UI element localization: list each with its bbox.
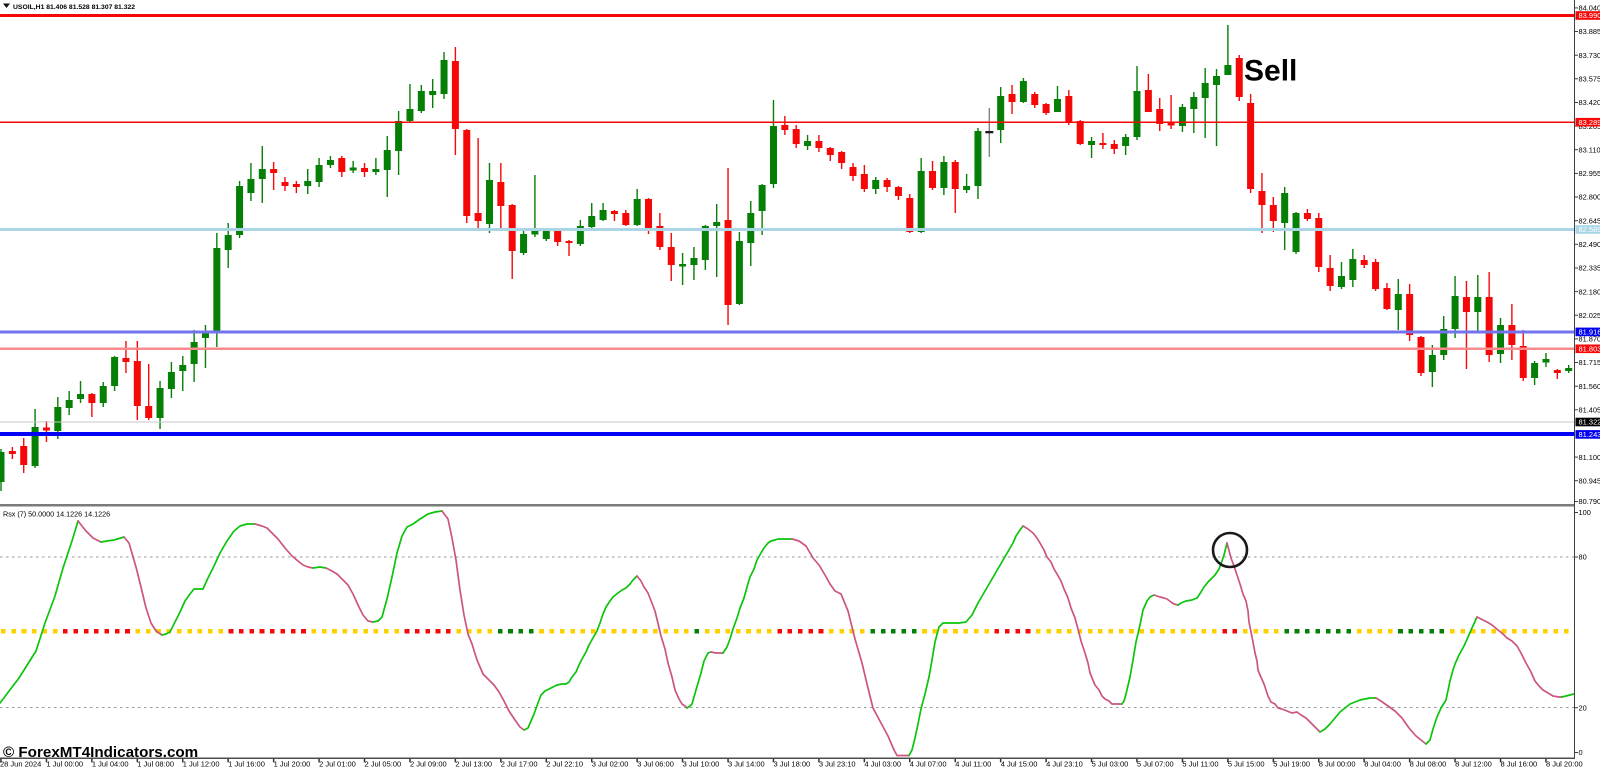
svg-text:4 Jul 11:00: 4 Jul 11:00 [955,760,991,769]
svg-text:83.575: 83.575 [1579,75,1600,84]
svg-text:83.110: 83.110 [1579,145,1600,154]
svg-text:83.420: 83.420 [1579,98,1600,107]
svg-text:2 Jul 17:00: 2 Jul 17:00 [501,760,538,769]
svg-text:Rsx (7) 50.0000 14.1226 14.122: Rsx (7) 50.0000 14.1226 14.1226 [3,510,110,519]
svg-text:4 Jul 07:00: 4 Jul 07:00 [910,760,947,769]
svg-text:5 Jul 03:00: 5 Jul 03:00 [1092,760,1129,769]
svg-text:82.490: 82.490 [1579,240,1600,249]
svg-text:Sell: Sell [1244,55,1297,88]
svg-text:5 Jul 11:00: 5 Jul 11:00 [1182,760,1218,769]
svg-text:2 Jul 09:00: 2 Jul 09:00 [410,760,447,769]
svg-text:82.180: 82.180 [1579,287,1600,296]
svg-text:100: 100 [1579,508,1591,517]
svg-text:4 Jul 23:10: 4 Jul 23:10 [1046,760,1083,769]
svg-text:81.916: 81.916 [1579,328,1600,337]
svg-text:© ForexMT4Indicators.com: © ForexMT4Indicators.com [3,744,198,761]
svg-text:8 Jul 08:00: 8 Jul 08:00 [1410,760,1447,769]
svg-text:4 Jul 03:00: 4 Jul 03:00 [864,760,901,769]
svg-text:20: 20 [1579,703,1587,712]
svg-text:3 Jul 06:00: 3 Jul 06:00 [637,760,674,769]
svg-text:80.945: 80.945 [1579,476,1600,485]
svg-text:2 Jul 01:00: 2 Jul 01:00 [319,760,356,769]
svg-text:3 Jul 18:00: 3 Jul 18:00 [774,760,811,769]
svg-text:81.100: 81.100 [1579,453,1600,462]
svg-text:0: 0 [1579,748,1583,757]
svg-text:82.589: 82.589 [1579,225,1600,234]
svg-text:82.955: 82.955 [1579,169,1600,178]
svg-text:81.803: 81.803 [1579,345,1600,354]
svg-text:8 Jul 20:00: 8 Jul 20:00 [1546,760,1583,769]
svg-text:80.790: 80.790 [1579,497,1600,506]
svg-text:USOIL,H1 81.406 81.528 81.307: USOIL,H1 81.406 81.528 81.307 81.322 [13,4,135,11]
svg-text:83.885: 83.885 [1579,27,1600,36]
svg-text:3 Jul 02:00: 3 Jul 02:00 [592,760,629,769]
svg-text:82.335: 82.335 [1579,264,1600,273]
svg-text:80: 80 [1579,553,1587,562]
svg-text:5 Jul 15:00: 5 Jul 15:00 [1228,760,1265,769]
svg-text:83.289: 83.289 [1579,118,1600,127]
svg-text:5 Jul 07:00: 5 Jul 07:00 [1137,760,1174,769]
svg-text:3 Jul 23:10: 3 Jul 23:10 [819,760,856,769]
svg-text:8 Jul 00:00: 8 Jul 00:00 [1319,760,1356,769]
svg-text:8 Jul 12:00: 8 Jul 12:00 [1455,760,1492,769]
svg-text:8 Jul 04:00: 8 Jul 04:00 [1364,760,1401,769]
svg-text:2 Jul 22:10: 2 Jul 22:10 [546,760,583,769]
svg-text:81.243: 81.243 [1579,430,1600,439]
svg-text:83.990: 83.990 [1579,11,1600,20]
svg-text:82.025: 82.025 [1579,311,1600,320]
svg-text:82.645: 82.645 [1579,216,1600,225]
svg-text:2 Jul 05:00: 2 Jul 05:00 [365,760,402,769]
svg-text:81.322: 81.322 [1579,418,1600,427]
svg-text:3 Jul 14:00: 3 Jul 14:00 [728,760,765,769]
svg-text:82.800: 82.800 [1579,193,1600,202]
svg-text:4 Jul 15:00: 4 Jul 15:00 [1001,760,1038,769]
svg-text:5 Jul 19:00: 5 Jul 19:00 [1273,760,1310,769]
svg-text:1 Jul 16:00: 1 Jul 16:00 [228,760,265,769]
svg-text:8 Jul 16:00: 8 Jul 16:00 [1501,760,1538,769]
svg-text:2 Jul 13:00: 2 Jul 13:00 [455,760,492,769]
svg-text:81.715: 81.715 [1579,358,1600,367]
svg-text:83.730: 83.730 [1579,51,1600,60]
svg-text:81.560: 81.560 [1579,382,1600,391]
svg-text:81.405: 81.405 [1579,406,1600,415]
svg-text:1 Jul 20:00: 1 Jul 20:00 [274,760,311,769]
svg-text:3 Jul 10:00: 3 Jul 10:00 [683,760,720,769]
